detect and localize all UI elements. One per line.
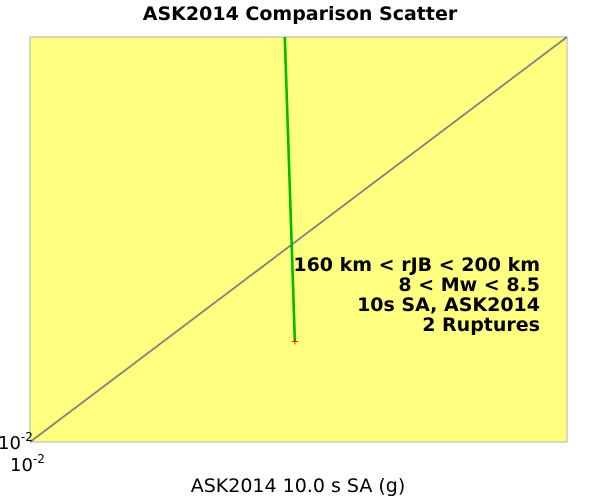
- y-tick-exponent: -2: [21, 430, 33, 444]
- x-axis-label: ASK2014 10.0 s SA (g): [191, 475, 406, 497]
- series-line: [283, 36, 297, 342]
- x-tick-exponent: -2: [33, 452, 45, 466]
- y-tick-base: 10: [0, 433, 21, 454]
- x-tick-base: 10: [10, 455, 33, 476]
- data-point-marker: [291, 338, 298, 345]
- annotation-magnitude: 8 < Mw < 8.5: [398, 274, 540, 296]
- chart-title: ASK2014 Comparison Scatter: [143, 3, 458, 25]
- one-to-one-reference-line: [29, 36, 568, 443]
- y-tick-label: 10-2: [0, 430, 33, 454]
- plot-content: [29, 36, 568, 443]
- svg-text:10-2: 10-2: [0, 430, 33, 454]
- annotation-distance: 160 km < rJB < 200 km: [293, 254, 540, 276]
- annotation-rupture-count: 2 Ruptures: [422, 314, 540, 336]
- x-tick-label: 10-2: [10, 452, 45, 476]
- svg-text:10-2: 10-2: [10, 452, 45, 476]
- annotation-block: 160 km < rJB < 200 km 8 < Mw < 8.5 10s S…: [293, 254, 540, 336]
- annotation-period-model: 10s SA, ASK2014: [357, 294, 540, 316]
